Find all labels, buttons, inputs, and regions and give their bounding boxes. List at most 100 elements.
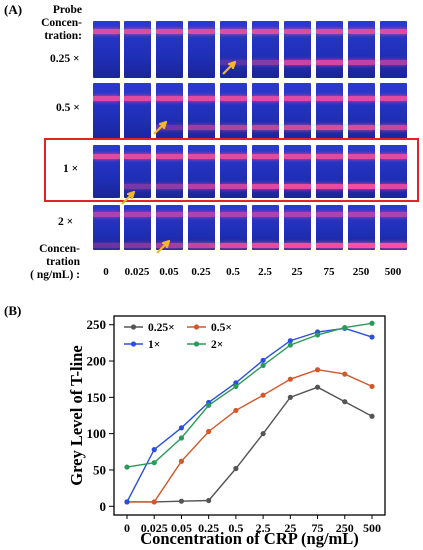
x-tick-label: 25 bbox=[284, 521, 296, 535]
data-point bbox=[233, 407, 239, 414]
test-line bbox=[252, 124, 279, 130]
control-line bbox=[124, 96, 151, 102]
data-point bbox=[233, 383, 239, 390]
control-line bbox=[156, 96, 183, 102]
data-point bbox=[151, 499, 157, 505]
y-tick-label: 250 bbox=[87, 317, 107, 332]
test-strip bbox=[348, 205, 375, 250]
control-line bbox=[380, 96, 407, 102]
panel-b-label: (B) bbox=[4, 303, 22, 318]
control-line bbox=[93, 211, 120, 217]
test-line bbox=[188, 243, 215, 248]
x-axis-title: Concentration of CRP (ng/mL) bbox=[140, 529, 359, 548]
test-line bbox=[316, 59, 343, 65]
test-strip bbox=[156, 83, 183, 140]
test-line bbox=[380, 124, 407, 130]
test-strip bbox=[284, 83, 311, 140]
control-line bbox=[284, 211, 311, 217]
control-line bbox=[124, 28, 151, 34]
legend-marker bbox=[130, 324, 137, 330]
test-strip bbox=[284, 145, 311, 198]
control-line bbox=[348, 28, 375, 34]
test-line bbox=[93, 243, 120, 248]
data-point bbox=[369, 320, 375, 326]
concentration-tick-label: 25 bbox=[291, 266, 303, 278]
data-point bbox=[206, 497, 212, 504]
data-point bbox=[369, 334, 375, 340]
concentration-tick-label: 0 bbox=[103, 266, 109, 278]
x-tick-label: 0.5 bbox=[228, 521, 243, 535]
control-line bbox=[284, 28, 311, 34]
test-line bbox=[284, 183, 311, 189]
data-point bbox=[314, 367, 321, 373]
control-line bbox=[252, 211, 279, 217]
data-point bbox=[233, 465, 239, 472]
concentration-tick-label: 75 bbox=[323, 266, 335, 278]
legend-label: 0.5× bbox=[211, 322, 232, 334]
control-line bbox=[156, 154, 183, 160]
x-tick-label: 0.05 bbox=[171, 521, 192, 535]
test-line bbox=[252, 183, 279, 189]
test-strip bbox=[380, 83, 407, 140]
test-line bbox=[284, 124, 311, 130]
arrow-icon bbox=[222, 60, 237, 75]
test-line bbox=[380, 183, 407, 189]
test-line bbox=[348, 243, 375, 248]
test-strip bbox=[316, 205, 343, 250]
arrow-icon bbox=[156, 239, 171, 254]
control-line bbox=[316, 96, 343, 102]
control-line bbox=[220, 28, 247, 34]
control-line bbox=[380, 211, 407, 217]
test-strip bbox=[348, 83, 375, 140]
y-tick-label: 200 bbox=[87, 354, 107, 369]
test-strip bbox=[316, 21, 343, 78]
test-strip bbox=[93, 205, 120, 250]
test-line bbox=[380, 243, 407, 248]
plot-frame bbox=[113, 315, 386, 516]
x-tick-label: 500 bbox=[363, 521, 381, 535]
control-line bbox=[188, 211, 215, 217]
concentration-tick-label: 0.025 bbox=[124, 266, 150, 278]
control-line bbox=[316, 28, 343, 34]
test-line bbox=[252, 59, 279, 65]
test-line bbox=[348, 59, 375, 65]
control-line bbox=[93, 154, 120, 160]
test-strip bbox=[220, 205, 247, 250]
control-line bbox=[316, 211, 343, 217]
data-point bbox=[287, 394, 293, 400]
test-line bbox=[284, 243, 311, 248]
legend-label: 1× bbox=[148, 339, 160, 351]
test-line bbox=[188, 183, 215, 189]
control-line bbox=[252, 154, 279, 160]
test-strip bbox=[284, 21, 311, 78]
test-strip bbox=[316, 145, 343, 198]
data-point bbox=[151, 460, 157, 466]
control-line bbox=[348, 211, 375, 217]
legend-label: 0.25× bbox=[148, 322, 175, 334]
control-line bbox=[188, 28, 215, 34]
test-strip bbox=[188, 145, 215, 198]
y-tick-label: 0 bbox=[100, 499, 107, 514]
test-strip bbox=[252, 205, 279, 250]
test-line bbox=[188, 124, 215, 130]
test-line bbox=[220, 183, 247, 189]
legend-marker bbox=[193, 324, 200, 330]
test-line bbox=[348, 124, 375, 130]
test-line bbox=[380, 59, 407, 65]
x-tick-label: 75 bbox=[312, 521, 324, 535]
x-tick-label: 0.025 bbox=[141, 521, 168, 535]
conc-label-line: Concen- bbox=[39, 243, 80, 255]
test-strip bbox=[93, 83, 120, 140]
arrow-icon bbox=[153, 120, 168, 135]
test-strip bbox=[252, 21, 279, 78]
data-point bbox=[260, 362, 266, 368]
data-point bbox=[124, 499, 130, 505]
x-tick-label: 0.25 bbox=[198, 521, 219, 535]
test-line bbox=[220, 124, 247, 130]
control-line bbox=[348, 96, 375, 102]
legend-label: 2× bbox=[211, 339, 223, 351]
test-strip bbox=[380, 145, 407, 198]
data-point bbox=[151, 447, 157, 453]
data-point bbox=[314, 384, 321, 390]
test-strip bbox=[156, 205, 183, 250]
